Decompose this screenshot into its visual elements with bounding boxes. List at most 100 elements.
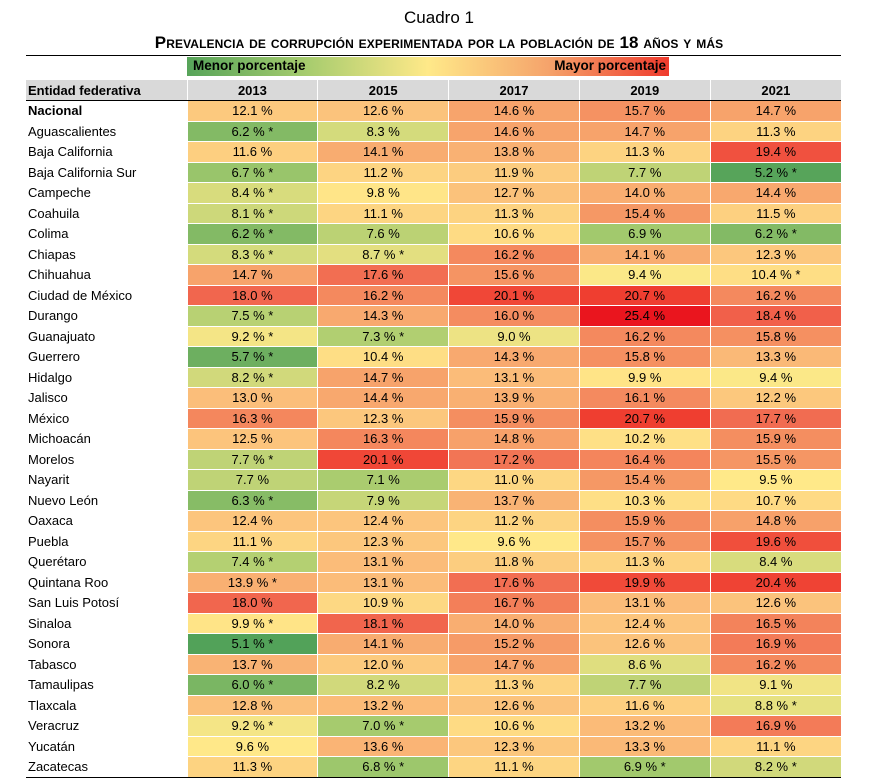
- value-cell: 14.4 %: [709, 182, 841, 203]
- table-row: Jalisco 13.0 % 14.4 % 13.9 % 16.1 % 12.2 %: [26, 387, 841, 408]
- value-cell: 16.2 %: [578, 325, 711, 347]
- header-2021: 2021: [709, 80, 841, 101]
- state-name: Hidalgo: [26, 366, 187, 388]
- state-name: Coahuila: [26, 202, 187, 224]
- table-row: Sonora 5.1 % * 14.1 % 15.2 % 12.6 % 16.9 %: [26, 633, 841, 654]
- value-cell: 16.4 %: [578, 448, 711, 470]
- value-cell: 9.1 %: [709, 674, 841, 695]
- value-cell: 17.7 %: [709, 407, 841, 429]
- state-name: Guanajuato: [26, 325, 187, 347]
- value-cell: 10.4 % *: [709, 264, 841, 285]
- header-2015: 2015: [317, 80, 449, 101]
- value-cell: 13.7 %: [448, 489, 580, 511]
- value-cell: 10.9 %: [317, 592, 449, 613]
- value-cell: 10.3 %: [578, 489, 711, 511]
- value-cell: 7.0 % *: [317, 715, 449, 736]
- state-name: Querétaro: [26, 551, 187, 572]
- value-cell: 9.4 %: [709, 366, 841, 388]
- value-cell: 14.7 %: [709, 100, 841, 121]
- value-cell: 15.8 %: [709, 325, 841, 347]
- value-cell: 7.6 %: [317, 223, 449, 244]
- value-cell: 8.7 % *: [317, 243, 449, 265]
- value-cell: 16.2 %: [709, 284, 841, 306]
- value-cell: 11.3 %: [448, 202, 580, 224]
- state-name: Zacatecas: [26, 756, 187, 778]
- state-name: Morelos: [26, 448, 187, 470]
- value-cell: 16.9 %: [709, 633, 841, 654]
- table-row: Sinaloa 9.9 % * 18.1 % 14.0 % 12.4 % 16.5 %: [26, 612, 841, 634]
- value-cell: 12.6 %: [578, 633, 711, 654]
- table-row: México 16.3 % 12.3 % 15.9 % 20.7 % 17.7 %: [26, 407, 841, 429]
- value-cell: 6.2 % *: [186, 223, 318, 244]
- state-name: Yucatán: [26, 735, 187, 757]
- value-cell: 6.7 % *: [186, 161, 318, 183]
- state-name: Guerrero: [26, 346, 187, 367]
- value-cell: 15.4 %: [578, 469, 711, 490]
- value-cell: 15.2 %: [448, 633, 580, 654]
- table-row: Nayarit 7.7 % 7.1 % 11.0 % 15.4 % 9.5 %: [26, 469, 841, 490]
- value-cell: 11.9 %: [448, 161, 580, 183]
- value-cell: 17.2 %: [448, 448, 580, 470]
- value-cell: 10.4 %: [317, 346, 449, 367]
- value-cell: 14.1 %: [578, 243, 711, 265]
- value-cell: 16.7 %: [448, 592, 580, 613]
- table-row: Veracruz 9.2 % * 7.0 % * 10.6 % 13.2 % 16.9 %: [26, 715, 841, 736]
- value-cell: 9.9 % *: [186, 612, 318, 634]
- value-cell: 18.0 %: [186, 284, 318, 306]
- color-scale-legend: Menor porcentaje Mayor porcentaje: [187, 57, 669, 76]
- value-cell: 14.0 %: [578, 182, 711, 203]
- value-cell: 16.9 %: [709, 715, 841, 736]
- value-cell: 18.0 %: [186, 592, 318, 613]
- table-row: Guerrero 5.7 % * 10.4 % 14.3 % 15.8 % 13.3 %: [26, 346, 841, 367]
- value-cell: 6.9 %: [578, 223, 711, 244]
- value-cell: 12.4 %: [578, 612, 711, 634]
- value-cell: 6.0 % *: [186, 674, 318, 695]
- value-cell: 9.2 % *: [186, 715, 318, 736]
- value-cell: 16.3 %: [317, 428, 449, 449]
- state-name: Baja California: [26, 141, 187, 162]
- value-cell: 18.1 %: [317, 612, 449, 634]
- value-cell: 13.1 %: [578, 592, 711, 613]
- value-cell: 11.1 %: [448, 756, 580, 778]
- title-divider: [26, 55, 841, 56]
- value-cell: 6.8 % *: [317, 756, 449, 778]
- value-cell: 11.0 %: [448, 469, 580, 490]
- table-row: San Luis Potosí 18.0 % 10.9 % 16.7 % 13.1 % 1…: [26, 592, 841, 613]
- value-cell: 13.8 %: [448, 141, 580, 162]
- value-cell: 19.4 %: [709, 141, 841, 162]
- legend-high-label: Mayor porcentaje: [554, 58, 666, 73]
- value-cell: 8.2 % *: [186, 366, 318, 388]
- table-row: Tlaxcala 12.8 % 13.2 % 12.6 % 11.6 % 8.8 % *: [26, 694, 841, 716]
- state-name: Nayarit: [26, 469, 187, 490]
- table-row: Tamaulipas 6.0 % * 8.2 % 11.3 % 7.7 % 9.1 %: [26, 674, 841, 695]
- value-cell: 11.3 %: [578, 141, 711, 162]
- value-cell: 12.4 %: [317, 510, 449, 531]
- value-cell: 20.1 %: [317, 448, 449, 470]
- state-name: Baja California Sur: [26, 161, 187, 183]
- table-row: Baja California 11.6 % 14.1 % 13.8 % 11.3 % 1…: [26, 141, 841, 162]
- state-name: Jalisco: [26, 387, 187, 408]
- value-cell: 5.2 % *: [709, 161, 841, 183]
- value-cell: 12.5 %: [186, 428, 318, 449]
- value-cell: 15.6 %: [448, 264, 580, 285]
- value-cell: 17.6 %: [448, 571, 580, 593]
- value-cell: 13.2 %: [578, 715, 711, 736]
- state-name: Nacional: [26, 100, 187, 121]
- value-cell: 9.0 %: [448, 325, 580, 347]
- corruption-prevalence-table: Entidad federativa 2013 2015 2017 2019 2…: [26, 80, 841, 778]
- table-row: Coahuila 8.1 % * 11.1 % 11.3 % 15.4 % 11.5 %: [26, 202, 841, 224]
- value-cell: 7.5 % *: [186, 305, 318, 326]
- state-name: Campeche: [26, 182, 187, 203]
- value-cell: 14.7 %: [317, 366, 449, 388]
- value-cell: 7.7 % *: [186, 448, 318, 470]
- value-cell: 8.6 %: [578, 653, 711, 675]
- value-cell: 13.3 %: [709, 346, 841, 367]
- header-row: Entidad federativa 2013 2015 2017 2019 2…: [26, 80, 841, 101]
- value-cell: 11.3 %: [186, 756, 318, 778]
- value-cell: 11.6 %: [186, 141, 318, 162]
- value-cell: 15.5 %: [709, 448, 841, 470]
- state-name: Michoacán: [26, 428, 187, 449]
- value-cell: 12.6 %: [448, 694, 580, 716]
- value-cell: 13.1 %: [317, 571, 449, 593]
- value-cell: 8.1 % *: [186, 202, 318, 224]
